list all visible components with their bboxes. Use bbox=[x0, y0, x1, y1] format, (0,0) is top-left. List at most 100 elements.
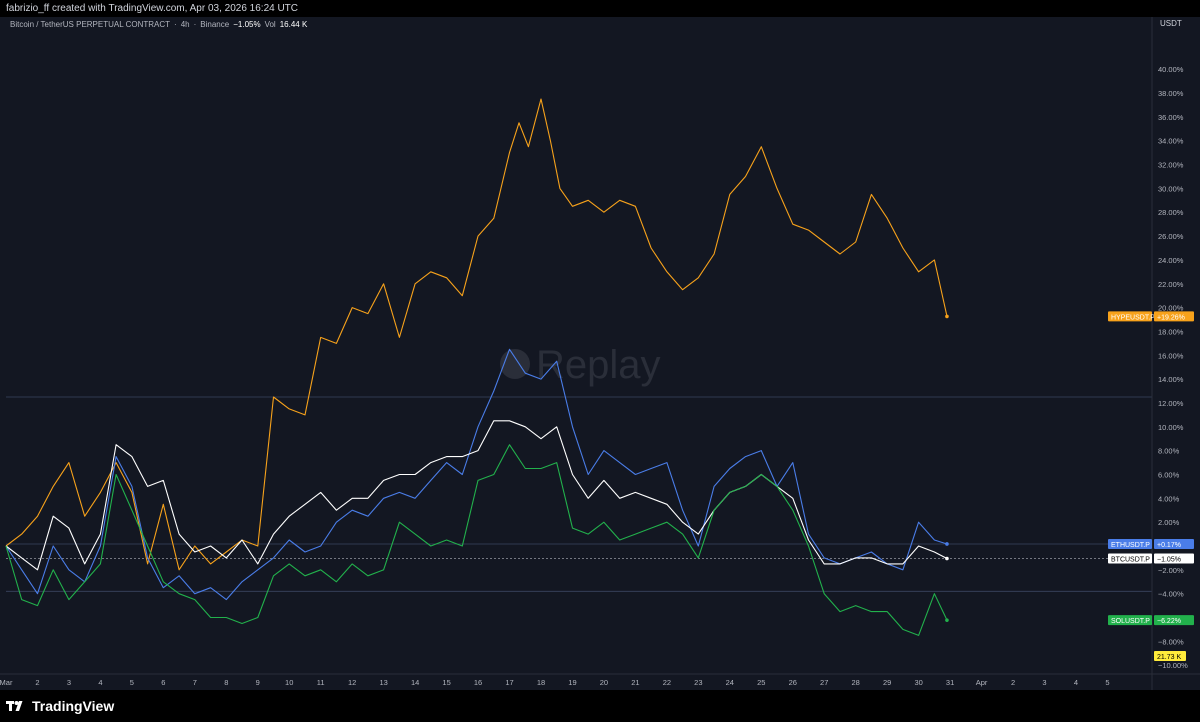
y-tick-label: 24.00% bbox=[1158, 256, 1184, 265]
x-tick-label: Mar bbox=[0, 678, 13, 687]
currency-label: USDT bbox=[1160, 19, 1182, 28]
attribution-bar: fabrizio_ff created with TradingView.com… bbox=[0, 0, 1200, 17]
x-tick-label: 4 bbox=[98, 678, 102, 687]
y-tick-label: 14.00% bbox=[1158, 375, 1184, 384]
x-tick-label: 25 bbox=[757, 678, 765, 687]
y-tick-label: −8.00% bbox=[1158, 637, 1184, 646]
series-value-tag bbox=[1154, 615, 1194, 626]
x-tick-label: 5 bbox=[1105, 678, 1109, 687]
x-tick-label: 26 bbox=[789, 678, 797, 687]
series-value-label: −1.05% bbox=[1157, 557, 1181, 564]
legend-change: −1.05% bbox=[233, 20, 261, 29]
series-tag: SOLUSDT.P −6.22% bbox=[1108, 615, 1194, 626]
y-tick-label: −4.00% bbox=[1158, 590, 1184, 599]
x-tick-label: 4 bbox=[1074, 678, 1078, 687]
brand-name: TradingView bbox=[32, 698, 115, 714]
x-tick-label: Apr bbox=[976, 678, 988, 687]
series-name-label: BTCUSDT.P bbox=[1111, 557, 1150, 564]
x-tick-label: 31 bbox=[946, 678, 954, 687]
y-tick-label: 32.00% bbox=[1158, 161, 1184, 170]
series-last-point bbox=[945, 314, 949, 319]
series-last-point bbox=[945, 618, 949, 622]
series-name-label: ETHUSDT.P bbox=[1111, 542, 1150, 549]
legend-vol-label: Vol bbox=[264, 20, 276, 29]
chart-svg[interactable]: ReplayUSDT40.00%38.00%36.00%34.00%32.00%… bbox=[0, 17, 1200, 690]
chart-frame[interactable]: Replay USDT 40.00% 38.00% 36.00% 34.00% 32.00%… bbox=[0, 17, 1200, 690]
x-tick-label: 15 bbox=[442, 678, 450, 687]
series-line-btcusdt-p bbox=[5, 420, 948, 571]
series-value-tag bbox=[1154, 553, 1194, 564]
x-tick-label: 19 bbox=[568, 678, 576, 687]
series-line-ethusdt-p bbox=[5, 348, 948, 601]
x-tick-label: 24 bbox=[726, 678, 734, 687]
y-tick-label: 16.00% bbox=[1158, 351, 1184, 360]
y-tick-label: 6.00% bbox=[1158, 470, 1180, 479]
x-tick-label: 8 bbox=[224, 678, 228, 687]
legend-interval: 4h bbox=[180, 20, 190, 29]
x-tick-label: 23 bbox=[694, 678, 702, 687]
series-name-tag bbox=[1108, 538, 1152, 549]
x-tick-label: 6 bbox=[161, 678, 165, 687]
volume-tag: 21.73 K bbox=[1154, 651, 1186, 661]
x-tick-label: 3 bbox=[67, 678, 71, 687]
y-tick-label: 12.00% bbox=[1158, 399, 1184, 408]
y-tick-label: 2.00% bbox=[1158, 518, 1180, 527]
symbol-legend[interactable]: Bitcoin / TetherUS PERPETUAL CONTRACT · … bbox=[10, 20, 308, 29]
x-tick-label: 5 bbox=[130, 678, 134, 687]
x-tick-label: 16 bbox=[474, 678, 482, 687]
tradingview-logo-icon bbox=[6, 701, 23, 711]
x-tick-label: 21 bbox=[631, 678, 639, 687]
y-tick-label: 4.00% bbox=[1158, 494, 1180, 503]
series-tag: ETHUSDT.P +0.17% bbox=[1108, 538, 1194, 549]
footer-bar: TradingView bbox=[0, 690, 1200, 722]
series-name-tag bbox=[1108, 311, 1152, 322]
series-value-tag bbox=[1154, 538, 1194, 549]
series-value-label: +19.26% bbox=[1157, 314, 1185, 321]
y-tick-label: −10.00% bbox=[1158, 661, 1188, 670]
volume-tag-bg bbox=[1154, 651, 1186, 661]
x-tick-label: 2 bbox=[35, 678, 39, 687]
replay-watermark-text: Replay bbox=[536, 343, 661, 387]
x-tick-label: 7 bbox=[193, 678, 197, 687]
x-tick-label: 29 bbox=[883, 678, 891, 687]
series-tag: BTCUSDT.P −1.05% bbox=[1108, 553, 1194, 564]
x-tick-label: 27 bbox=[820, 678, 828, 687]
series-value-label: +0.17% bbox=[1157, 542, 1181, 549]
x-tick-label: 22 bbox=[663, 678, 671, 687]
replay-watermark: Replay bbox=[500, 343, 661, 387]
x-tick-label: 11 bbox=[317, 678, 325, 687]
x-tick-label: 20 bbox=[600, 678, 608, 687]
series-line-hypeusdt-p bbox=[5, 98, 948, 571]
x-tick-label: 18 bbox=[537, 678, 545, 687]
x-tick-label: 14 bbox=[411, 678, 419, 687]
y-tick-label: 18.00% bbox=[1158, 327, 1184, 336]
y-tick-label: 38.00% bbox=[1158, 89, 1184, 98]
x-tick-label: 3 bbox=[1042, 678, 1046, 687]
y-tick-label: 20.00% bbox=[1158, 304, 1184, 313]
x-tick-label: 28 bbox=[852, 678, 860, 687]
y-tick-label: 28.00% bbox=[1158, 208, 1184, 217]
y-tick-label: 8.00% bbox=[1158, 447, 1180, 456]
series-name-tag bbox=[1108, 615, 1152, 626]
x-tick-label: 17 bbox=[505, 678, 513, 687]
y-tick-label: −2.00% bbox=[1158, 566, 1184, 575]
x-tick-label: 30 bbox=[914, 678, 922, 687]
series-value-label: −6.22% bbox=[1157, 618, 1181, 625]
series-last-point bbox=[945, 542, 949, 546]
x-tick-label: 2 bbox=[1011, 678, 1015, 687]
y-tick-label: 10.00% bbox=[1158, 423, 1184, 432]
series-line-solusdt-p bbox=[5, 444, 948, 636]
x-tick-label: 12 bbox=[348, 678, 356, 687]
y-tick-label: 34.00% bbox=[1158, 137, 1184, 146]
y-tick-label: 40.00% bbox=[1158, 65, 1184, 74]
x-tick-label: 9 bbox=[256, 678, 260, 687]
x-tick-label: 10 bbox=[285, 678, 293, 687]
attribution-text: fabrizio_ff created with TradingView.com… bbox=[6, 3, 299, 14]
series-name-tag bbox=[1108, 553, 1152, 564]
series-tag: HYPEUSDT.P +19.26% bbox=[1108, 311, 1194, 322]
series-name-label: HYPEUSDT.P bbox=[1111, 314, 1155, 321]
volume-tag-label: 21.73 K bbox=[1157, 654, 1181, 661]
series-value-tag bbox=[1154, 311, 1194, 322]
series-name-label: SOLUSDT.P bbox=[1111, 618, 1150, 625]
x-tick-label: 13 bbox=[379, 678, 387, 687]
